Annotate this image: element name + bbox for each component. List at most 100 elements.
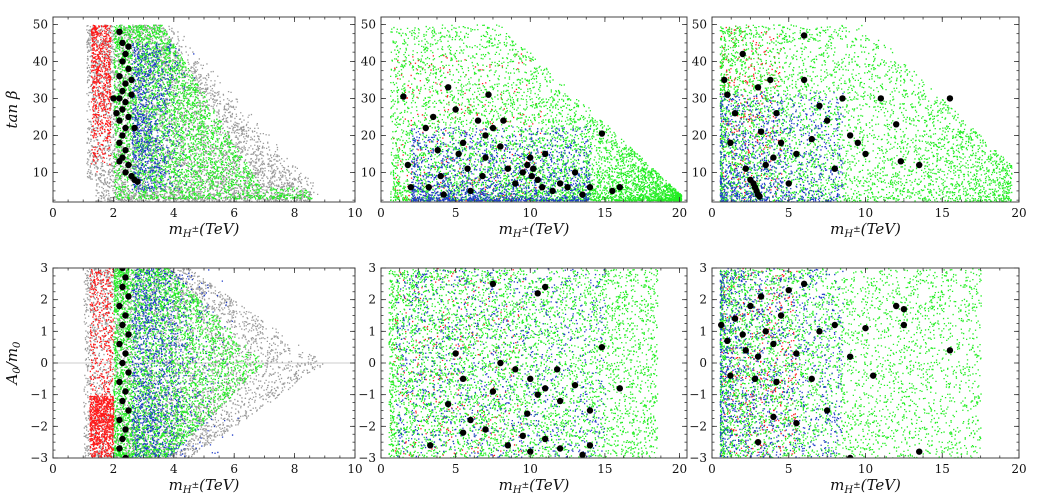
black-point (831, 165, 838, 172)
x-tick-label: 8 (291, 206, 299, 220)
black-point (459, 375, 467, 383)
black-point (739, 50, 746, 58)
black-point (119, 106, 126, 113)
black-point (504, 442, 512, 449)
black-point (482, 132, 489, 139)
black-point (877, 95, 885, 102)
black-point (793, 419, 800, 427)
black-point (425, 184, 432, 191)
black-point (116, 117, 123, 124)
black-point (897, 158, 905, 165)
black-point (116, 95, 123, 102)
black-point (893, 302, 900, 310)
y-tick-label: −1 (358, 388, 376, 402)
x-tick-label: 10 (347, 206, 362, 220)
green-points (388, 268, 659, 458)
black-point (116, 302, 123, 310)
black-point (122, 124, 129, 132)
green-points (719, 24, 1013, 202)
black-point (534, 391, 541, 398)
black-point (534, 290, 541, 297)
black-point (785, 180, 792, 187)
black-point (400, 93, 407, 100)
x-tick-label: 15 (597, 462, 612, 476)
black-point (869, 372, 877, 379)
black-point (773, 110, 780, 117)
plot-area (53, 268, 355, 458)
black-point (823, 117, 831, 124)
black-point (131, 124, 138, 132)
x-tick-label: 10 (523, 206, 538, 220)
y-tick-label: −3 (30, 451, 48, 465)
black-point (616, 184, 624, 191)
y-tick-label: 40 (361, 54, 376, 68)
black-point (579, 191, 586, 198)
black-point (122, 312, 129, 319)
black-point (125, 331, 132, 338)
black-point (519, 169, 527, 176)
black-point (586, 407, 594, 414)
y-tick-label: 1 (368, 324, 376, 338)
black-point (110, 95, 117, 102)
x-tick-label: 5 (785, 206, 793, 220)
black-point (500, 117, 507, 124)
black-point (800, 280, 808, 288)
black-point (474, 117, 482, 124)
panel-p11: 0 2 4 6 8 10 10 20 30 40 50 mH±(TeV) tan β (3, 16, 363, 240)
black-point (751, 375, 759, 383)
black-point (119, 283, 126, 291)
y-tick-label: 20 (33, 128, 48, 142)
black-point (125, 43, 132, 50)
black-point (556, 397, 564, 405)
black-point (571, 381, 579, 389)
plot-area (86, 24, 319, 202)
y-tick-label: 1 (699, 324, 707, 338)
x-tick-label: 5 (452, 206, 460, 220)
black-point (718, 321, 725, 329)
black-point (753, 187, 760, 195)
black-point (747, 302, 754, 310)
black-point (946, 347, 954, 354)
black-point (742, 165, 749, 172)
y-tick-label: 40 (33, 54, 48, 68)
black-point (404, 161, 412, 169)
black-point (916, 161, 923, 169)
panel-p21: 0 2 4 6 8 10 −3 −2 −1 0 1 2 3 mH±(TeV) A0/m0 (3, 261, 363, 496)
black-point (724, 91, 731, 98)
black-point (762, 328, 769, 335)
black-point (407, 184, 415, 191)
black-point (119, 132, 126, 139)
plot-area (388, 268, 659, 458)
y-tick-label: 1 (40, 324, 48, 338)
black-point (816, 102, 823, 110)
black-point (777, 139, 785, 146)
black-point (113, 110, 120, 117)
black-point (444, 84, 452, 91)
black-point (721, 76, 728, 84)
black-point (119, 359, 126, 367)
green-points (113, 268, 264, 458)
black-point (754, 353, 762, 360)
black-point (770, 413, 777, 421)
black-point (122, 147, 129, 154)
black-point (762, 161, 769, 169)
black-point (125, 161, 132, 169)
black-point (464, 165, 471, 172)
black-point (553, 366, 561, 373)
plot-area (390, 24, 683, 202)
x-axis-label: mH±(TeV) (499, 220, 570, 240)
black-point (119, 435, 126, 443)
black-point (125, 407, 132, 414)
x-tick-label: 0 (49, 206, 57, 220)
green-points (719, 268, 982, 458)
black-point (125, 293, 132, 300)
x-tick-label: 4 (170, 206, 178, 220)
black-point (916, 448, 923, 455)
black-point (122, 274, 129, 281)
black-point (479, 172, 486, 180)
black-point (808, 375, 815, 383)
black-point (756, 193, 763, 200)
black-point (846, 454, 854, 458)
x-tick-label: 4 (170, 462, 178, 476)
y-tick-label: −2 (358, 419, 376, 433)
